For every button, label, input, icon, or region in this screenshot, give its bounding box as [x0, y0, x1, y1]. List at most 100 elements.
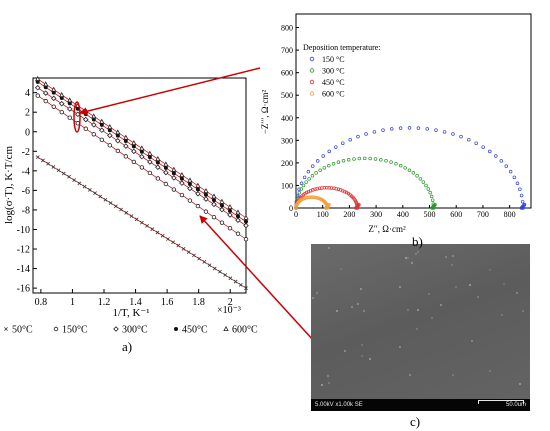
- arrhenius-data-point: [147, 159, 153, 165]
- nyquist-data-point: [398, 126, 403, 130]
- arrhenius-data-point: [139, 145, 145, 151]
- arrhenius-y-tick-label: 4: [25, 88, 30, 99]
- nyquist-legend-marker: [309, 91, 315, 96]
- arrhenius-data-point: [166, 237, 170, 241]
- arrhenius-data-point: [227, 208, 232, 213]
- nyquist-data-point: [481, 145, 485, 149]
- nyquist-x-tick-label: 100: [317, 210, 329, 219]
- arrhenius-y-tick-label: -12: [17, 245, 30, 256]
- sem-surface-speck: [316, 292, 318, 294]
- arrhenius-data-point: [163, 181, 169, 187]
- arrhenius-data-point: [98, 194, 103, 199]
- arrhenius-data-point: [87, 188, 92, 192]
- nyquist-data-point: [434, 128, 438, 132]
- arrhenius-legend-label: 600°C: [232, 325, 258, 336]
- arrhenius-data-point: [129, 214, 134, 218]
- arrhenius-y-tick-label: -4: [22, 166, 30, 177]
- nyquist-data-point: [327, 163, 331, 168]
- arrhenius-data-point: [91, 132, 97, 137]
- arrhenius-data-point: [187, 198, 193, 203]
- nyquist-y-axis-label: −Z′′′, Ω·cm²: [260, 90, 270, 135]
- arrhenius-legend-marker: [223, 325, 229, 331]
- arrhenius-data-point: [233, 279, 238, 284]
- arrhenius-data-point: [195, 191, 201, 197]
- nyquist-legend-marker: [309, 68, 315, 73]
- arrhenius-data-point: [243, 222, 249, 229]
- sem-surface-speck: [489, 269, 491, 271]
- nyquist-plot: 0 100 200 300 400 500 600 700 800 0 100 200 300 400 50…: [260, 13, 532, 234]
- sem-surface-speck: [452, 374, 454, 376]
- arrhenius-data-point: [219, 198, 225, 204]
- arrhenius-plot-frame: [32, 77, 247, 294]
- arrhenius-data-point: [203, 188, 209, 194]
- sem-surface-speck: [405, 257, 407, 259]
- arrhenius-y-tick-label: -6: [22, 186, 30, 197]
- arrhenius-y-tick-label: 0: [25, 127, 30, 138]
- nyquist-data-point: [394, 162, 398, 166]
- arrhenius-legend-label: 150°C: [62, 325, 88, 336]
- sem-surface-speck: [409, 374, 411, 376]
- nyquist-data-point: [512, 175, 517, 180]
- arrhenius-data-point: [243, 214, 249, 220]
- nyquist-data-point: [302, 175, 307, 180]
- nyquist-data-point: [487, 149, 492, 154]
- nyquist-legend-marker: [309, 56, 315, 62]
- arrhenius-data-point: [99, 122, 104, 127]
- nyquist-data-point: [324, 185, 329, 190]
- nyquist-data-point: [508, 169, 513, 174]
- nyquist-data-point: [331, 162, 336, 166]
- sem-info-left: 5.00kV x1.00k SE: [315, 402, 363, 408]
- arrhenius-data-point: [67, 115, 72, 120]
- arrhenius-data-point: [35, 155, 40, 160]
- nyquist-x-tick-label: 200: [343, 210, 355, 219]
- nyquist-data-point: [320, 186, 324, 190]
- arrhenius-data-point: [43, 98, 48, 104]
- nyquist-x-tick-label: 500: [424, 210, 436, 219]
- arrhenius-data-point: [211, 198, 216, 203]
- nyquist-series-0: [294, 126, 527, 210]
- nyquist-legend-item: 450 °C: [309, 78, 345, 87]
- nyquist-x-axis-label: Z′′, Ω·cm²: [368, 224, 406, 234]
- nyquist-data-point: [356, 203, 361, 208]
- arrhenius-data-point: [51, 104, 56, 109]
- nyquist-legend-label: 300 °C: [322, 67, 345, 76]
- arrhenius-data-point: [131, 148, 137, 155]
- arrhenius-data-point: [59, 91, 65, 97]
- arrhenius-series: [34, 75, 249, 290]
- arrhenius-legend-label: 50°C: [12, 325, 33, 336]
- arrhenius-data-point: [115, 138, 121, 144]
- arrhenius-data-point: [219, 203, 224, 208]
- nyquist-y-tick-label: 200: [281, 159, 293, 168]
- sem-surface-speck: [477, 296, 479, 298]
- nyquist-data-point: [308, 188, 313, 193]
- arrhenius-data-point: [195, 203, 201, 209]
- nyquist-data-point: [334, 186, 338, 191]
- sem-surface-speck: [428, 293, 430, 295]
- arrhenius-data-point: [227, 225, 233, 231]
- nyquist-data-point: [519, 193, 524, 198]
- arrhenius-axis-ticks: 0.8 1 1.2 1.4 1.6 1.8 2 4 2 0 -2 -4 -6 -8 -10 -12 -14 -16: [17, 88, 233, 308]
- sem-surface-speck: [415, 253, 417, 255]
- nyquist-legend-label: 600 °C: [322, 90, 345, 99]
- arrhenius-y-tick-label: -8: [22, 205, 30, 216]
- nyquist-data-point: [346, 157, 351, 162]
- nyquist-data-point: [322, 166, 327, 170]
- nyquist-data-point: [352, 157, 356, 161]
- nyquist-data-point: [504, 164, 509, 168]
- sem-surface-speck: [469, 284, 471, 286]
- sem-surface-speck: [452, 255, 454, 257]
- arrhenius-data-point: [179, 180, 185, 186]
- nyquist-data-point: [314, 171, 318, 175]
- nyquist-data-point: [372, 130, 377, 134]
- nyquist-data-point: [384, 159, 388, 163]
- arrhenius-x-axis-label: 1/T, K⁻¹: [112, 307, 149, 319]
- arrhenius-data-point: [181, 246, 186, 251]
- nyquist-data-point: [467, 137, 471, 142]
- nyquist-data-point: [459, 134, 463, 139]
- panel-c-label: c): [410, 414, 421, 429]
- nyquist-data-point: [474, 141, 478, 145]
- arrow-to-panel-a-1: [79, 67, 261, 116]
- arrhenius-data-point: [67, 101, 72, 106]
- nyquist-data-point: [416, 126, 421, 130]
- arrhenius-data-point: [163, 169, 169, 176]
